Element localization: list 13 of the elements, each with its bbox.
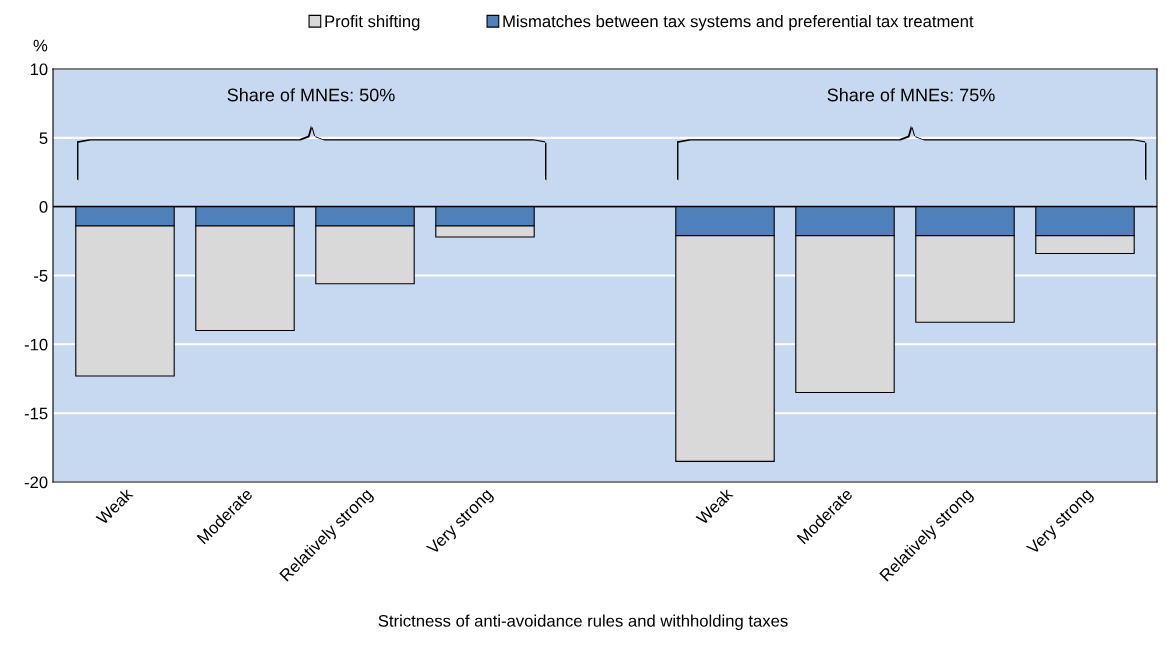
- y-tick-label: -10: [24, 338, 48, 351]
- y-tick-label: -20: [24, 476, 48, 489]
- y-tick-label: -5: [34, 270, 48, 282]
- y-axis-title: %: [33, 39, 48, 52]
- x-axis-title: Strictness of anti-avoidance rules and withholding taxes: [378, 614, 788, 631]
- legend-label: Mismatches between tax systems and preferential tax treatment: [503, 15, 974, 31]
- annotation: Share of MNEs: 75%: [827, 88, 995, 102]
- legend-label: Profit shifting: [325, 15, 420, 31]
- annotation: Share of MNEs: 50%: [227, 88, 395, 102]
- y-tick-label: 10: [30, 63, 48, 76]
- y-tick-label: 5: [39, 132, 48, 145]
- y-tick-label: 0: [39, 201, 48, 213]
- y-tick-label: -15: [24, 407, 48, 420]
